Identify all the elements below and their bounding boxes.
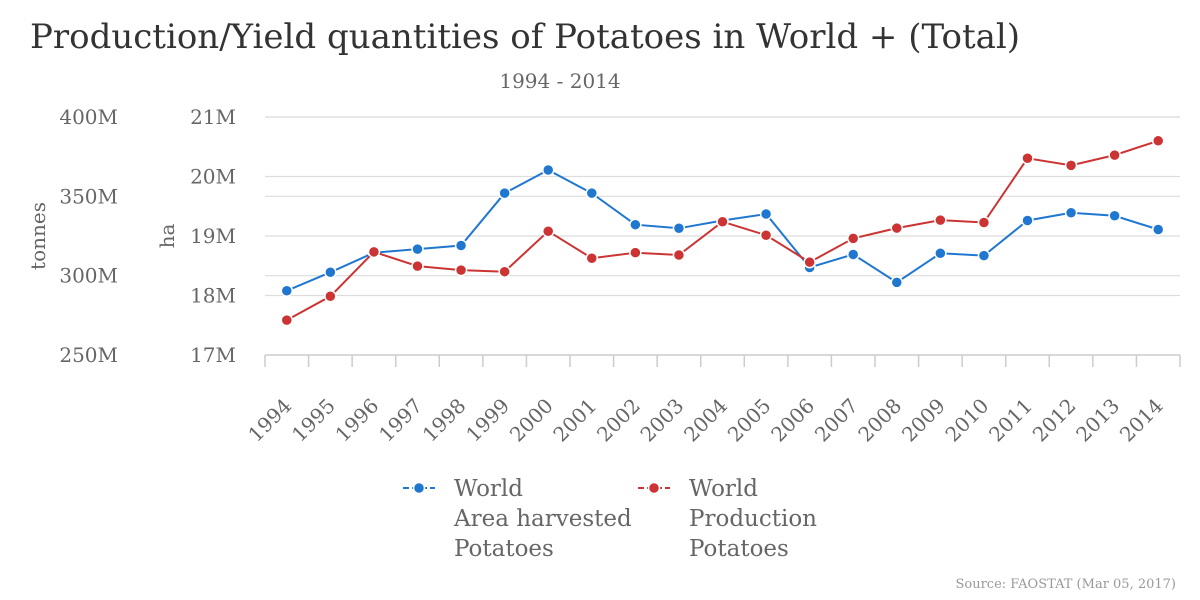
data-point[interactable] <box>672 248 686 262</box>
data-point[interactable] <box>977 216 991 229</box>
data-point[interactable] <box>759 228 773 242</box>
data-point[interactable] <box>324 266 337 279</box>
chart-title: Production/Yield quantities of Potatoes … <box>30 17 1020 57</box>
data-point[interactable] <box>1108 148 1121 162</box>
data-point[interactable] <box>1108 209 1121 223</box>
data-point[interactable] <box>934 213 947 227</box>
series-layer <box>280 134 1165 327</box>
legend-label: World <box>454 476 523 502</box>
data-point[interactable] <box>454 239 468 252</box>
y-axis-right-title: ha <box>155 224 179 249</box>
x-tick-label: 1999 <box>461 394 514 447</box>
y-right-tick-label: 17M <box>190 343 236 367</box>
chart-subtitle: 1994 - 2014 <box>499 69 620 93</box>
legend-swatch-marker <box>412 481 426 495</box>
x-tick-label: 2012 <box>1028 394 1081 447</box>
data-point[interactable] <box>759 207 773 221</box>
data-point[interactable] <box>890 276 904 289</box>
x-tick-label: 1996 <box>330 394 383 447</box>
x-tick-label: 2008 <box>853 394 906 447</box>
y-axis-left: 250M 300M 350M 400M <box>59 105 118 367</box>
data-point[interactable] <box>411 242 424 256</box>
x-tick-label: 2013 <box>1071 394 1124 447</box>
data-point[interactable] <box>585 251 599 265</box>
data-point[interactable] <box>890 221 904 235</box>
legend[interactable]: World Area harvested Potatoes World Producti… <box>403 476 817 562</box>
data-point[interactable] <box>498 265 511 278</box>
x-tick-label: 1995 <box>287 394 340 447</box>
data-point[interactable] <box>846 248 860 261</box>
y-left-tick-label: 400M <box>59 105 118 129</box>
gridlines <box>265 116 1180 297</box>
data-point[interactable] <box>411 259 424 273</box>
x-tick-label: 2002 <box>592 394 645 447</box>
x-tick-label: 2014 <box>1115 394 1168 447</box>
data-point[interactable] <box>846 232 860 245</box>
data-point[interactable] <box>934 247 947 260</box>
data-point[interactable] <box>803 255 816 269</box>
x-tick-label: 2006 <box>766 394 819 447</box>
data-point[interactable] <box>541 224 555 238</box>
x-tick-label: 1997 <box>374 394 427 447</box>
series-line <box>286 139 1159 321</box>
legend-label: Production <box>689 506 817 532</box>
legend-label: Potatoes <box>454 536 554 562</box>
y-right-tick-label: 21M <box>190 105 236 129</box>
x-tick-label: 1998 <box>418 394 471 447</box>
legend-item[interactable]: World Production Potatoes <box>638 476 817 562</box>
data-point[interactable] <box>716 215 729 228</box>
data-point[interactable] <box>1021 152 1034 165</box>
data-point[interactable] <box>977 249 991 262</box>
x-tick-label: 1994 <box>243 394 296 447</box>
legend-swatch-marker <box>647 481 661 495</box>
data-point[interactable] <box>367 245 381 259</box>
x-tick-label: 2007 <box>810 394 863 447</box>
series-area-harvested <box>280 163 1165 297</box>
legend-label: Area harvested <box>453 506 632 532</box>
data-point[interactable] <box>1064 206 1078 220</box>
x-tick-label: 2004 <box>679 394 732 447</box>
data-point[interactable] <box>280 284 294 297</box>
y-left-tick-label: 350M <box>59 184 118 208</box>
y-left-tick-label: 300M <box>59 264 118 288</box>
data-point[interactable] <box>1151 134 1165 148</box>
x-axis: 1994199519961997199819992000200120022003… <box>243 354 1181 447</box>
y-axis-right: 17M 18M 19M 20M 21M <box>190 105 236 367</box>
data-point[interactable] <box>1021 214 1034 227</box>
x-tick-label: 2005 <box>723 394 776 447</box>
source-note: Source: FAOSTAT (Mar 05, 2017) <box>955 577 1176 592</box>
data-point[interactable] <box>629 246 642 259</box>
data-point[interactable] <box>280 313 294 327</box>
legend-label: Potatoes <box>689 536 789 562</box>
data-point[interactable] <box>324 290 337 303</box>
data-point[interactable] <box>672 222 686 235</box>
y-left-tick-label: 250M <box>59 343 118 367</box>
data-point[interactable] <box>1064 159 1078 172</box>
x-tick-label: 2011 <box>984 394 1037 447</box>
data-point[interactable] <box>1151 223 1165 236</box>
y-right-tick-label: 19M <box>190 224 236 248</box>
y-axis-left-title: tonnes <box>26 202 50 270</box>
y-right-tick-label: 20M <box>190 165 236 189</box>
x-tick-label: 2000 <box>505 394 558 447</box>
x-tick-label: 2009 <box>897 394 950 447</box>
legend-item[interactable]: World Area harvested Potatoes <box>403 476 632 562</box>
data-point[interactable] <box>629 218 642 231</box>
x-tick-label: 2001 <box>548 394 601 447</box>
legend-label: World <box>689 476 758 502</box>
y-right-tick-label: 18M <box>190 284 236 308</box>
data-point[interactable] <box>454 263 468 277</box>
series-line <box>286 168 1159 292</box>
series-production <box>280 134 1165 327</box>
x-tick-label: 2003 <box>635 394 688 447</box>
x-tick-label: 2010 <box>940 394 993 447</box>
data-point[interactable] <box>585 186 599 200</box>
data-point[interactable] <box>498 186 511 200</box>
data-point[interactable] <box>541 163 555 177</box>
